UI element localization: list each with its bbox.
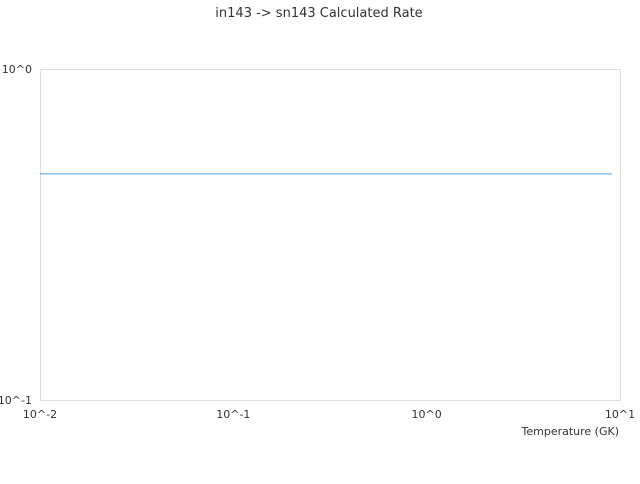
x-tick-label: 10^-2 (23, 408, 57, 421)
chart-title: in143 -> sn143 Calculated Rate (215, 6, 422, 21)
x-tick-label: 10^1 (605, 408, 635, 421)
y-tick-label: 10^-1 (0, 394, 32, 407)
x-axis-label: Temperature (GK) (521, 425, 620, 438)
y-tick-label: 10^0 (2, 63, 32, 76)
x-tick-label: 10^-1 (216, 408, 250, 421)
plot-area (40, 69, 621, 401)
x-tick-label: 10^0 (412, 408, 442, 421)
